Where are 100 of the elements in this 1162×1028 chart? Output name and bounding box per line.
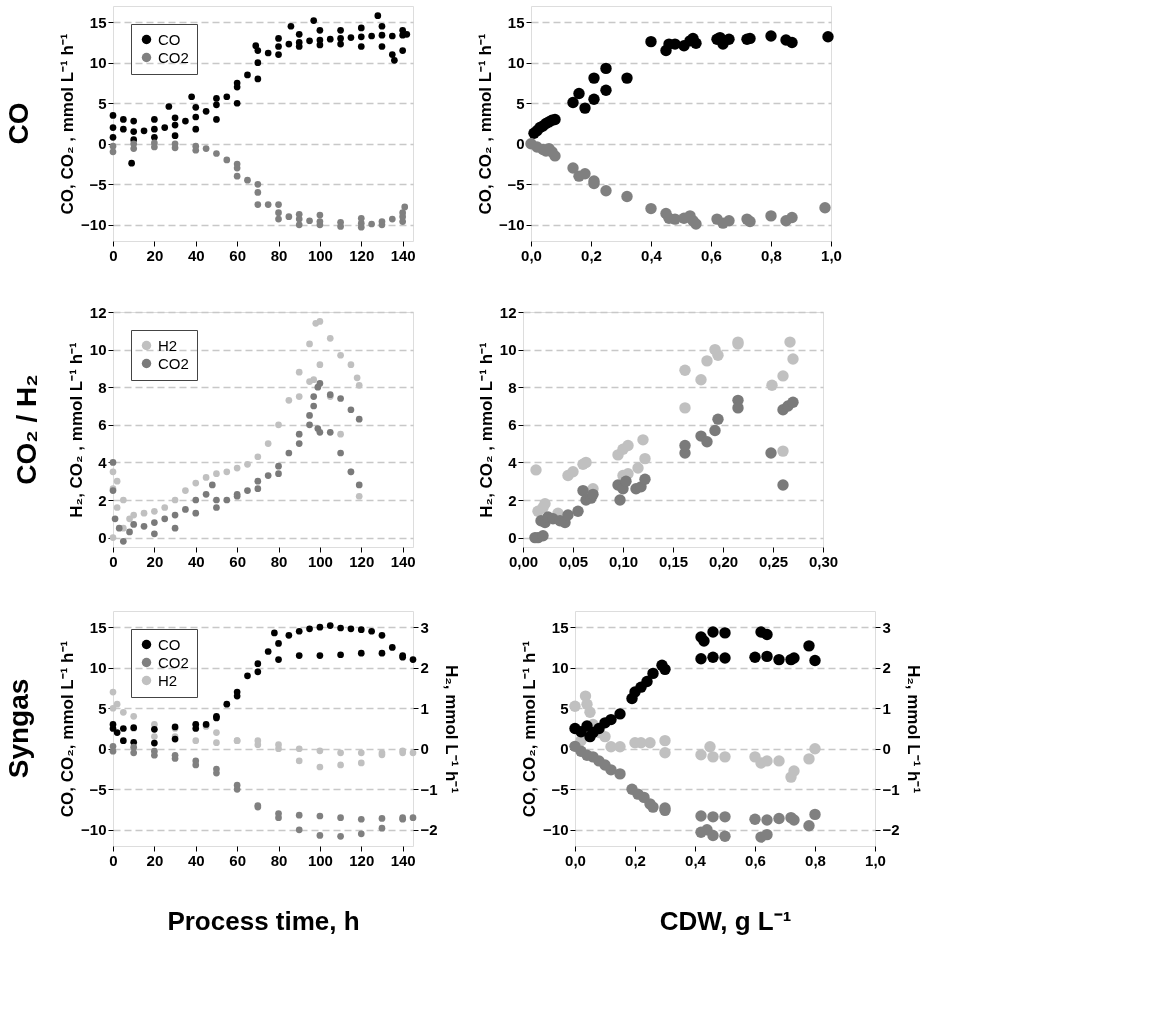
y2-tick-label: 2 <box>420 659 429 677</box>
x-tick-label: 40 <box>187 552 205 570</box>
legend-label: CO <box>158 30 181 48</box>
y-tick-label: 15 <box>551 618 569 636</box>
x-tick-label: 0,6 <box>701 246 722 264</box>
y-tick-label: 6 <box>508 416 517 434</box>
x-tick-label: 80 <box>270 552 288 570</box>
legend-label: H2 <box>158 336 178 354</box>
x-tick-label: 120 <box>349 552 375 570</box>
x-tick-label: 0 <box>109 246 118 264</box>
y-tick-label: 10 <box>89 659 107 677</box>
x-tick-label: 0,6 <box>745 851 766 869</box>
x-tick-label: 20 <box>146 246 164 264</box>
y-axis-title: CO, CO₂, mmol L⁻¹ h⁻¹ <box>520 640 540 818</box>
y2-tick-label: 3 <box>882 618 891 636</box>
y-tick-label: 5 <box>516 94 525 112</box>
y-tick-label: 10 <box>551 659 569 677</box>
y-axis-title: CO, CO₂ , mmol L⁻¹ h⁻¹ <box>476 33 496 215</box>
x-tick-label: 0,00 <box>508 552 539 570</box>
y-axis-title: CO, CO₂, mmol L⁻¹ h⁻¹ <box>58 640 78 818</box>
y-axis-title: CO, CO₂ , mmol L⁻¹ h⁻¹ <box>58 33 78 215</box>
y-axis-title: H₂, CO₂ , mmol L⁻¹ h⁻¹ <box>66 341 86 518</box>
x-tick-label: 140 <box>390 246 416 264</box>
y-tick-label: −10 <box>543 821 569 839</box>
x-tick-label: 40 <box>187 851 205 869</box>
y2-tick-label: 1 <box>882 699 891 717</box>
x-tick-label: 1,0 <box>865 851 886 869</box>
y-tick-label: 0 <box>560 740 569 758</box>
x-axis-title: CDW, g L⁻¹ <box>659 905 792 936</box>
y-tick-label: 5 <box>98 699 107 717</box>
y2-tick-label: 2 <box>882 659 891 677</box>
y-tick-label: 6 <box>98 416 107 434</box>
y2-axis-title: H₂, mmol L⁻¹ h⁻¹ <box>441 664 461 794</box>
x-tick-label: 60 <box>229 246 246 264</box>
y-tick-label: 12 <box>89 303 107 321</box>
y-tick-label: 4 <box>508 453 518 471</box>
y2-tick-label: 1 <box>420 699 429 717</box>
x-tick-label: 0,8 <box>761 246 782 264</box>
y-tick-label: 2 <box>98 491 107 509</box>
y-tick-label: 10 <box>89 54 107 72</box>
y-tick-label: 8 <box>98 378 107 396</box>
x-tick-label: 0,20 <box>708 552 739 570</box>
legend-label: H2 <box>158 671 178 689</box>
x-tick-label: 20 <box>146 851 164 869</box>
y-tick-label: 0 <box>98 740 107 758</box>
x-tick-label: 0,0 <box>565 851 586 869</box>
x-tick-label: 0,4 <box>685 851 707 869</box>
y-tick-label: 15 <box>89 13 107 31</box>
y2-tick-label: 3 <box>420 618 429 636</box>
y2-tick-label: −2 <box>420 821 438 839</box>
y-tick-label: 15 <box>89 618 107 636</box>
y-tick-label: 12 <box>499 303 517 321</box>
legend-label: CO <box>158 635 181 653</box>
y-tick-label: −5 <box>551 780 569 798</box>
y-tick-label: −5 <box>507 175 525 193</box>
x-tick-label: 0,05 <box>558 552 589 570</box>
x-tick-label: 100 <box>307 552 333 570</box>
x-tick-label: 100 <box>307 851 333 869</box>
x-tick-label: 0,25 <box>758 552 789 570</box>
y2-tick-label: 0 <box>882 740 891 758</box>
y-tick-label: 10 <box>507 54 525 72</box>
x-tick-label: 80 <box>270 851 288 869</box>
y-tick-label: −10 <box>81 821 107 839</box>
x-tick-label: 1,0 <box>821 246 842 264</box>
y-tick-label: −10 <box>81 216 107 234</box>
text: CO <box>2 102 34 145</box>
y-tick-label: 2 <box>508 491 517 509</box>
y-tick-label: 0 <box>508 529 517 547</box>
x-tick-label: 0,30 <box>808 552 839 570</box>
y-tick-label: 4 <box>98 453 108 471</box>
y2-tick-label: −1 <box>420 780 438 798</box>
x-tick-label: 120 <box>349 246 375 264</box>
x-tick-label: 0,2 <box>581 246 602 264</box>
x-tick-label: 0,0 <box>521 246 542 264</box>
y-tick-label: 15 <box>507 13 525 31</box>
text: Syngas <box>2 678 34 779</box>
legend-label: CO2 <box>158 354 189 372</box>
x-tick-label: 40 <box>187 246 205 264</box>
x-tick-label: 20 <box>146 552 164 570</box>
y-tick-label: 10 <box>499 341 517 359</box>
y2-axis-title: H₂, mmol L⁻¹ h⁻¹ <box>903 664 923 794</box>
x-axis-title: Process time, h <box>167 905 360 936</box>
x-tick-label: 60 <box>229 851 246 869</box>
x-tick-label: 140 <box>390 851 416 869</box>
x-tick-label: 80 <box>270 246 288 264</box>
x-tick-label: 60 <box>229 552 246 570</box>
x-tick-label: 0 <box>109 552 118 570</box>
y-tick-label: −5 <box>89 780 107 798</box>
x-tick-label: 0,2 <box>625 851 646 869</box>
y-tick-label: 0 <box>98 135 107 153</box>
legend-label: CO2 <box>158 48 189 66</box>
x-tick-label: 100 <box>307 246 333 264</box>
y2-tick-label: −1 <box>882 780 900 798</box>
y-tick-label: 5 <box>560 699 569 717</box>
x-tick-label: 140 <box>390 552 416 570</box>
legend-label: CO2 <box>158 653 189 671</box>
y-tick-label: 10 <box>89 341 107 359</box>
x-tick-label: 0,4 <box>641 246 663 264</box>
y-tick-label: 0 <box>98 529 107 547</box>
x-tick-label: 0 <box>109 851 118 869</box>
